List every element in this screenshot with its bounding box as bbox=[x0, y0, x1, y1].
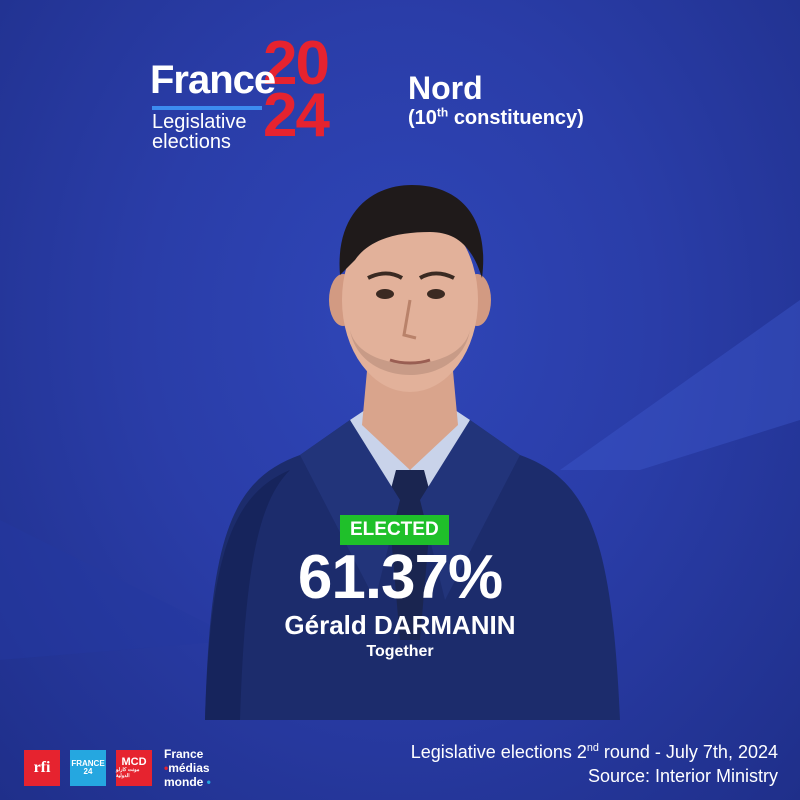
france-medias-monde-logo: France •médias monde • bbox=[164, 747, 211, 789]
fmm-line2: médias bbox=[168, 761, 210, 775]
logo-subtitle-line1: Legislative bbox=[152, 111, 247, 133]
logo-underline bbox=[152, 106, 262, 110]
constituency-word: constituency bbox=[453, 107, 578, 129]
fmm-line1: France bbox=[164, 747, 204, 761]
elected-badge: ELECTED bbox=[340, 515, 449, 545]
france24-logo-line1: FRANCE bbox=[71, 759, 105, 768]
constituency-suffix: th bbox=[436, 105, 449, 120]
footer-logos: rfi FRANCE 24 MCD مونت كارلو الدولية Fra… bbox=[24, 747, 211, 789]
footer-round-sup: nd bbox=[586, 742, 599, 754]
footer-caption: Legislative elections 2nd round - July 7… bbox=[411, 740, 778, 788]
constituency-number: 10 bbox=[414, 107, 437, 129]
logo-year: 20 24 bbox=[263, 29, 330, 150]
fmm-line3: monde bbox=[164, 775, 204, 789]
logo-year-bottom: 24 bbox=[263, 81, 330, 150]
footer-source: Source: Interior Ministry bbox=[587, 766, 778, 786]
logo-subtitle: Legislative elections bbox=[152, 112, 247, 152]
constituency-label: (10th constituency) bbox=[408, 105, 584, 129]
footer-round-suffix: round - July 7th, 2024 bbox=[598, 742, 778, 762]
logo-year-top: 20 bbox=[263, 29, 330, 98]
footer-round-prefix: Legislative elections 2 bbox=[410, 742, 587, 762]
france24-logo: FRANCE 24 bbox=[70, 750, 106, 786]
mcd-logo-arabic: مونت كارلو الدولية bbox=[116, 767, 140, 779]
france-2024-logo: 20 24 France Legislative elections bbox=[150, 29, 380, 168]
mcd-logo: MCD مونت كارلو الدولية bbox=[116, 750, 152, 786]
mcd-logo-text: MCD bbox=[121, 756, 147, 768]
vote-percentage: 61.37% bbox=[297, 543, 503, 612]
footer-round-line: Legislative elections 2nd round - July 7… bbox=[411, 740, 778, 764]
logo-brand: France bbox=[150, 58, 276, 102]
region-block: Nord (10th constituency) bbox=[408, 70, 584, 130]
france24-logo-line2: 24 bbox=[83, 767, 93, 776]
rfi-logo: rfi bbox=[24, 750, 60, 786]
candidate-party: Together bbox=[366, 643, 434, 660]
region-name: Nord bbox=[408, 70, 483, 106]
candidate-name: Gérald DARMANIN bbox=[284, 610, 516, 640]
logo-subtitle-line2: elections bbox=[152, 131, 231, 153]
